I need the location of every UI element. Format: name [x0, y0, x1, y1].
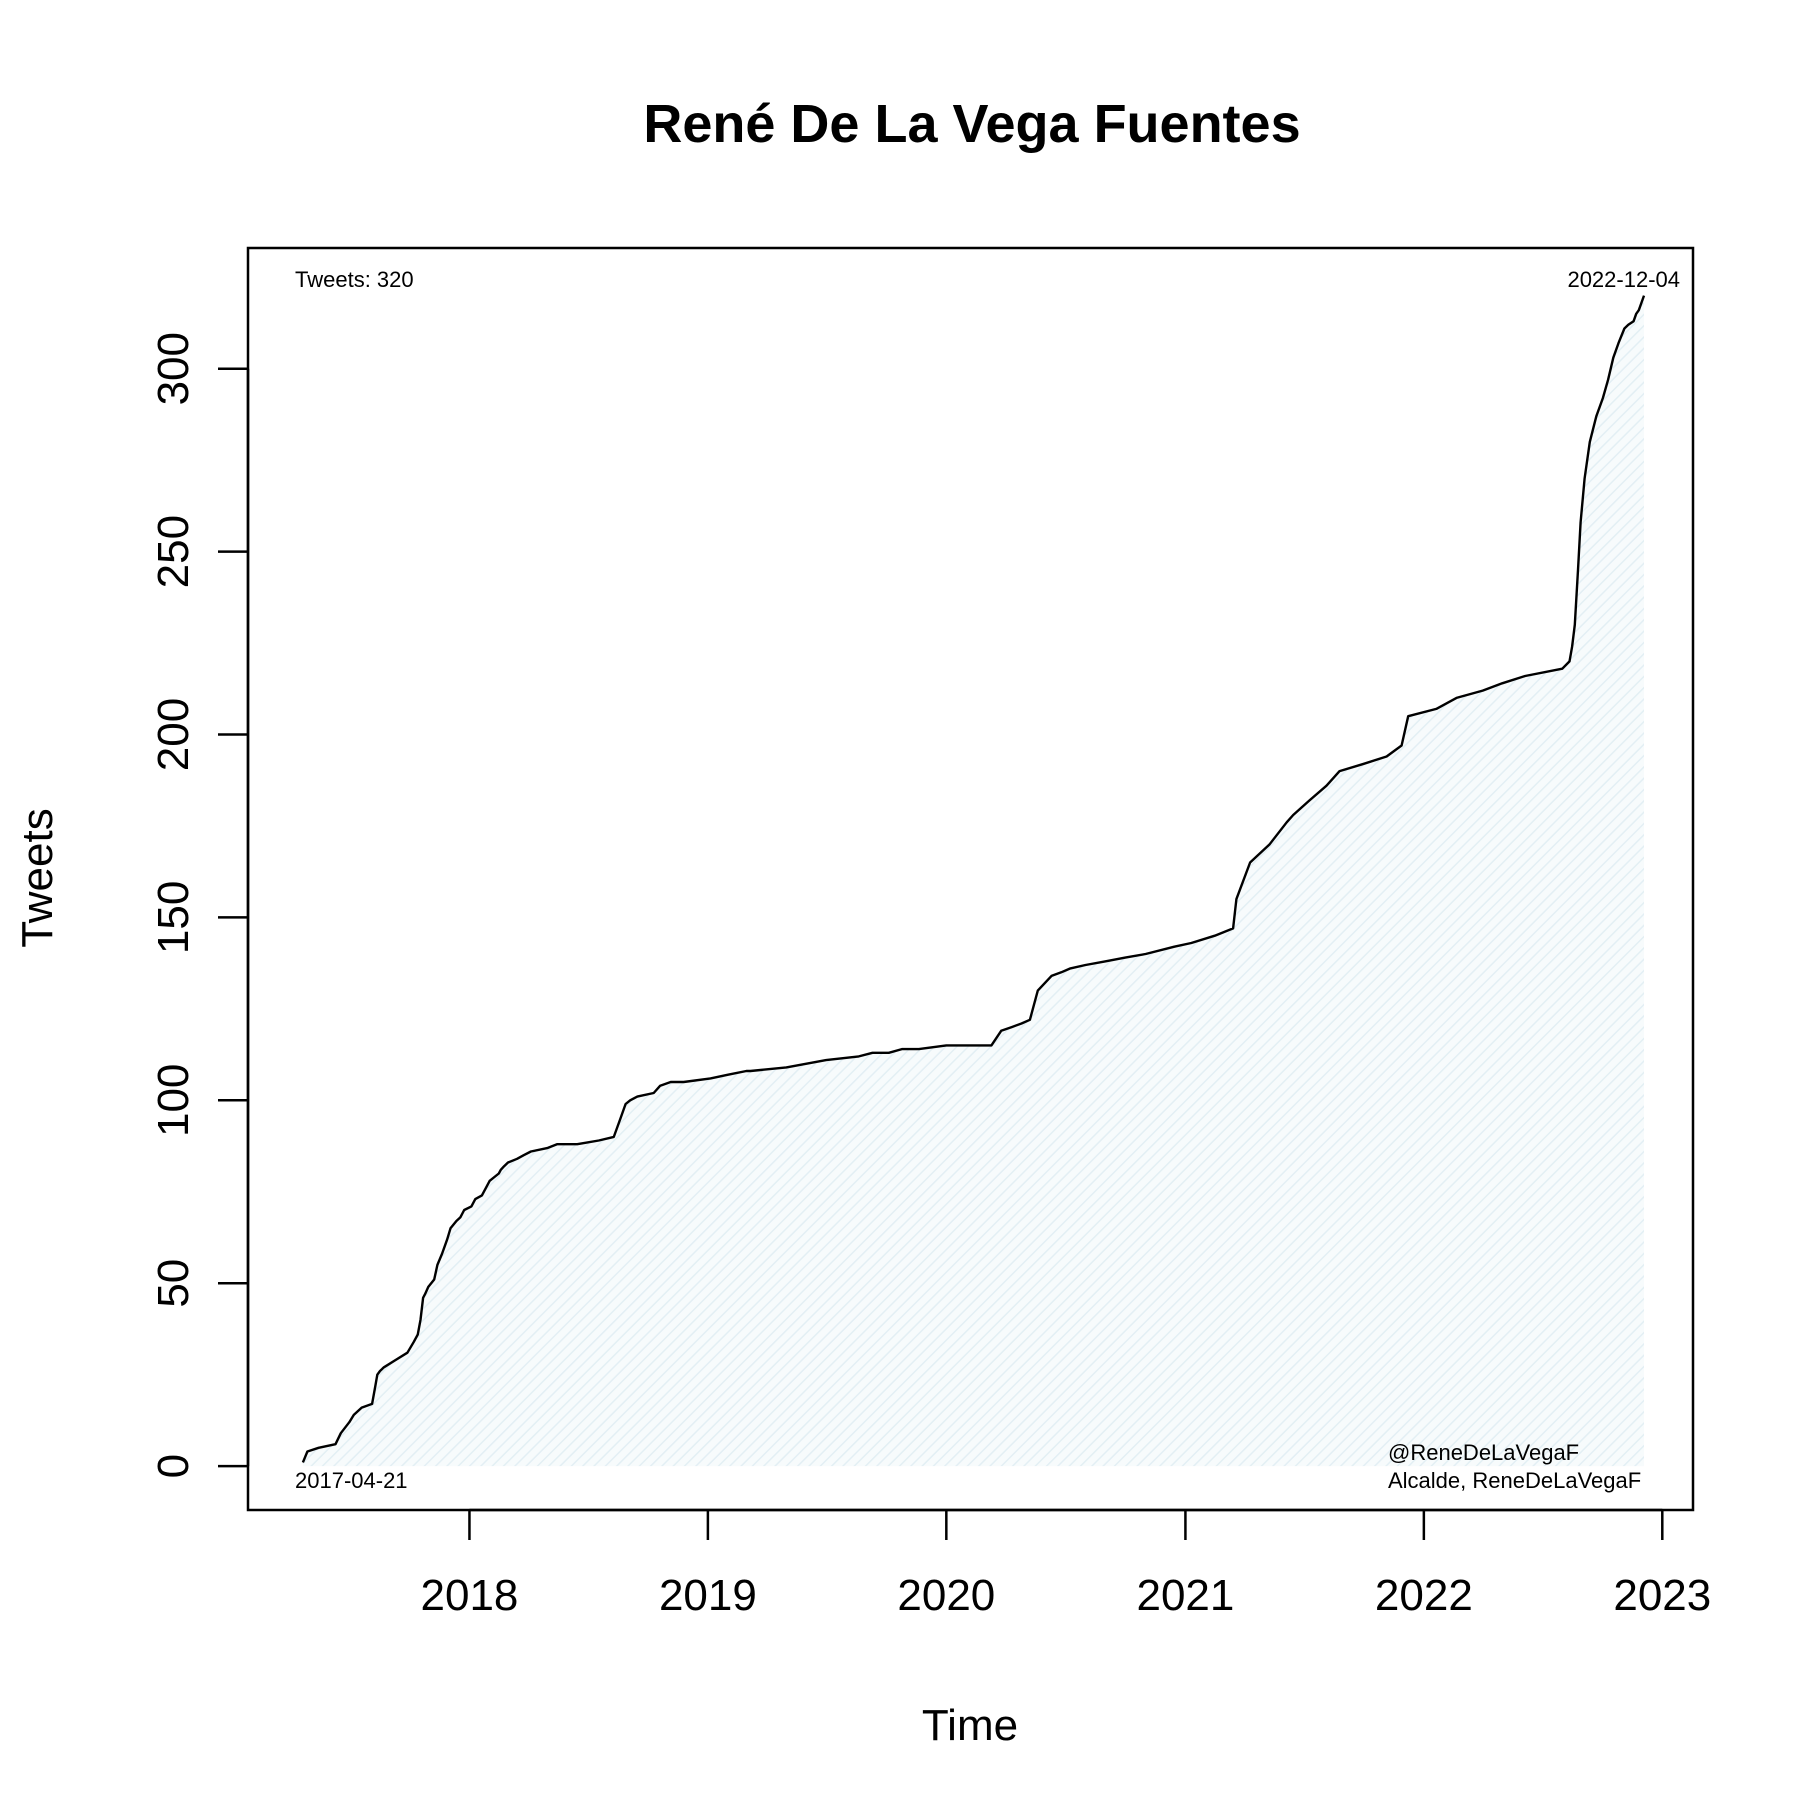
x-tick-label: 2023	[1613, 1571, 1711, 1620]
handle-annotation: @ReneDeLaVegaF	[1388, 1440, 1579, 1465]
total-tweets-annotation: Tweets: 320	[295, 267, 414, 292]
x-tick-label: 2022	[1375, 1571, 1473, 1620]
x-axis-label: Time	[922, 1701, 1018, 1750]
y-tick-label: 50	[149, 1259, 198, 1308]
series-0-area-fill	[302, 295, 1644, 1467]
x-tick-label: 2018	[421, 1571, 519, 1620]
x-axis: 2018 2019 2020 2021 2022 2023	[421, 1508, 1711, 1620]
series-0-line	[301, 295, 1646, 1463]
y-tick-label: 200	[149, 698, 198, 771]
x-tick-label: 2020	[897, 1571, 995, 1620]
description-annotation: Alcalde, ReneDeLaVegaF	[1388, 1468, 1641, 1493]
y-tick-label: 250	[149, 515, 198, 588]
start-date-annotation: 2017-04-21	[295, 1468, 408, 1493]
x-tick-label: 2021	[1136, 1571, 1234, 1620]
y-tick-label: 150	[149, 881, 198, 954]
y-tick-label: 300	[149, 332, 198, 405]
chart-title: René De La Vega Fuentes	[643, 94, 1300, 154]
y-axis-label: Tweets	[13, 808, 62, 947]
y-tick-label: 100	[149, 1064, 198, 1137]
x-tick-label: 2019	[659, 1571, 757, 1620]
plot-area	[301, 295, 1646, 1467]
end-date-annotation: 2022-12-04	[1567, 267, 1680, 292]
y-axis: 0 50 100 150 200 250 300	[149, 332, 250, 1478]
y-tick-label: 0	[149, 1454, 198, 1478]
